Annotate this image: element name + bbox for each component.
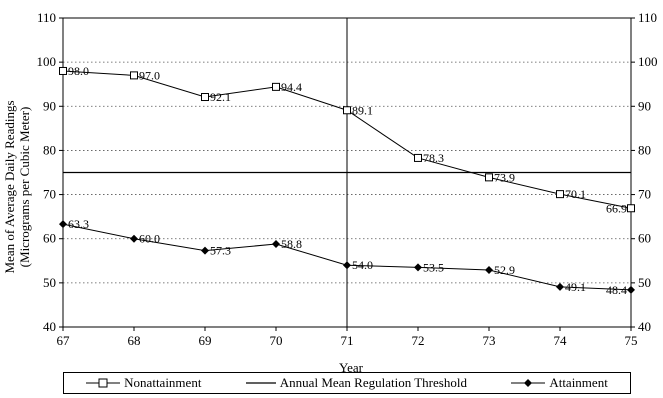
nonattainment-data-label: 94.4 [281, 80, 302, 94]
attainment-data-label: 52.9 [494, 263, 515, 277]
attainment-point [130, 234, 138, 243]
attainment-point [627, 285, 635, 294]
attainment-data-label: 57.3 [210, 244, 231, 258]
y-tick-label-left: 110 [37, 10, 56, 25]
attainment-data-label: 60.0 [139, 232, 160, 246]
x-tick-label: 73 [483, 333, 496, 348]
y-tick-label-left: 80 [43, 142, 56, 157]
attainment-point [485, 266, 493, 275]
y-tick-label-right: 70 [638, 187, 651, 202]
nonattainment-point [272, 82, 280, 91]
nonattainment-point [343, 106, 351, 115]
attainment-data-label: 63.3 [68, 217, 89, 231]
attainment-data-label: 58.8 [281, 237, 302, 251]
nonattainment-point [130, 71, 138, 80]
y-tick-label-left: 60 [43, 231, 56, 246]
x-axis-title: Year [339, 360, 364, 372]
nonattainment-data-label: 92.1 [210, 90, 231, 104]
attainment-data-label: 53.5 [423, 260, 444, 274]
attainment-point [59, 220, 67, 229]
nonattainment-point [627, 204, 635, 213]
nonattainment-data-label: 73.9 [494, 170, 515, 184]
data-labels: 98.0 97.0 92.1 94.4 89.1 78.3 73.9 70.1 66.9 63.3… [68, 64, 627, 297]
nonattainment-data-label: 78.3 [423, 151, 444, 165]
nonattainment-point [59, 66, 67, 75]
x-tick-label: 71 [341, 333, 354, 348]
y-tick-label-left: 90 [43, 98, 56, 113]
y-axis-title: Mean of Average Daily Readings [2, 100, 17, 273]
x-tick-label: 72 [412, 333, 425, 348]
y-tick-label-right: 60 [638, 231, 651, 246]
open-square-marker-icon [86, 378, 121, 388]
line-chart: 40 40 50 50 60 60 70 70 80 80 90 90 100 100 110 110 67 68… [2, 10, 658, 372]
legend: Nonattainment Annual Mean Regulation Thr… [63, 372, 631, 394]
x-tick-label: 70 [270, 333, 283, 348]
series [59, 66, 635, 294]
y-tick-label-right: 50 [638, 275, 651, 290]
x-tick-label: 67 [57, 333, 71, 348]
attainment-point [272, 240, 280, 249]
attainment-data-label: 48.4 [606, 283, 627, 297]
attainment-data-label: 49.1 [565, 280, 586, 294]
filled-diamond-marker-icon [511, 379, 546, 387]
nonattainment-data-label: 98.0 [68, 64, 89, 78]
attainment-point [556, 282, 564, 291]
legend-item-nonattainment: Nonattainment [86, 375, 201, 391]
attainment-point [343, 261, 351, 270]
nonattainment-point [414, 153, 422, 162]
y-tick-label-right: 90 [638, 98, 651, 113]
nonattainment-point [556, 190, 564, 199]
y-tick-label-right: 40 [638, 319, 651, 334]
legend-label-nonattainment: Nonattainment [124, 375, 202, 390]
x-tick-label: 68 [128, 333, 141, 348]
y-tick-label-left: 40 [43, 319, 56, 334]
attainment-data-label: 54.0 [352, 258, 373, 272]
nonattainment-data-label: 97.0 [139, 68, 160, 82]
legend-label-threshold: Annual Mean Regulation Threshold [279, 375, 467, 390]
legend-item-attainment: Attainment [511, 375, 608, 391]
legend-label-attainment: Attainment [549, 375, 608, 390]
nonattainment-data-label: 70.1 [565, 187, 586, 201]
x-tick-label: 75 [625, 333, 638, 348]
y-tick-label-left: 70 [43, 187, 56, 202]
y-tick-label-left: 100 [37, 54, 57, 69]
y-axis-units: (Micrograms per Cubic Meter) [17, 107, 32, 268]
x-tick-label: 74 [554, 333, 568, 348]
nonattainment-point [201, 93, 209, 102]
legend-item-threshold: Annual Mean Regulation Threshold [245, 375, 467, 391]
solid-line-icon [245, 382, 276, 384]
y-axis-title-group: Mean of Average Daily Readings (Microgra… [2, 100, 32, 273]
axes: 40 40 50 50 60 60 70 70 80 80 90 90 100 100 110 110 67 68… [37, 10, 658, 348]
y-tick-label-right: 100 [638, 54, 658, 69]
y-tick-label-right: 80 [638, 142, 651, 157]
y-tick-label-left: 50 [43, 275, 56, 290]
y-tick-label-right: 110 [638, 10, 657, 25]
nonattainment-point [485, 173, 493, 182]
x-tick-label: 69 [199, 333, 212, 348]
nonattainment-data-label: 66.9 [606, 201, 627, 215]
attainment-point [201, 246, 209, 255]
nonattainment-data-label: 89.1 [352, 103, 373, 117]
attainment-point [414, 263, 422, 272]
